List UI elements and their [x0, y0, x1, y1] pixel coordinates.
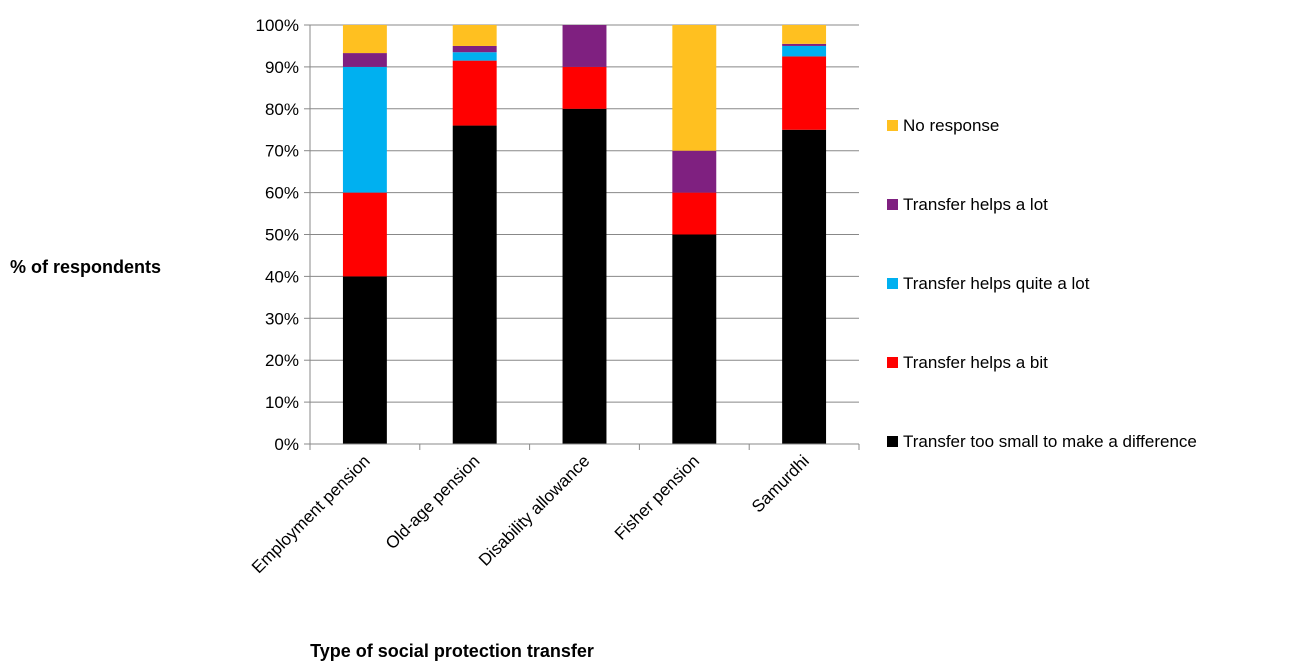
y-tick-label: 10% — [265, 393, 299, 412]
bar-segment — [782, 43, 827, 46]
bar-segment — [452, 45, 497, 53]
legend-swatch — [887, 120, 898, 131]
legend-label: Transfer helps quite a lot — [903, 274, 1090, 293]
y-axis-title: % of respondents — [10, 257, 161, 277]
legend-label: No response — [903, 116, 999, 135]
bar-segment — [562, 108, 607, 445]
legend-label: Transfer too small to make a difference — [903, 432, 1197, 451]
x-category-label: Fisher pension — [611, 451, 703, 543]
bar-segment — [342, 276, 387, 444]
bar-segment — [672, 192, 717, 235]
legend-swatch — [887, 357, 898, 368]
bar-segment — [452, 60, 497, 126]
y-tick-label: 60% — [265, 184, 299, 203]
x-category-label: Old-age pension — [382, 451, 484, 553]
bar-segment — [672, 150, 717, 193]
bar-segment — [562, 25, 607, 67]
bar-segment — [782, 45, 827, 57]
legend-label: Transfer helps a lot — [903, 195, 1048, 214]
bar-segment — [452, 125, 497, 444]
y-tick-label: 40% — [265, 267, 299, 286]
y-tick-label: 80% — [265, 100, 299, 119]
bar-segment — [342, 53, 387, 67]
bar-segment — [782, 129, 827, 444]
y-tick-label: 50% — [265, 226, 299, 245]
x-axis-title: Type of social protection transfer — [310, 641, 594, 661]
bar-segment — [672, 25, 717, 151]
axes: 0% 10% 20% 30% 40% 50% 60% 70% 80% 90% 100% Employm… — [248, 16, 860, 577]
bar-segment — [452, 52, 497, 61]
bar-segment — [452, 25, 497, 46]
y-tick-label: 20% — [265, 351, 299, 370]
bar-segment — [342, 66, 387, 193]
bar-segment — [782, 25, 827, 44]
bar-segment — [342, 192, 387, 277]
y-tick-label: 100% — [256, 16, 299, 35]
bar-segment — [342, 25, 387, 54]
y-tick-label: 70% — [265, 142, 299, 161]
x-category-label: Disability allowance — [475, 451, 593, 569]
bar-segment — [782, 56, 827, 130]
y-tick-label: 0% — [274, 435, 299, 454]
x-category-label: Samurdhi — [748, 451, 813, 516]
y-tick-label: 90% — [265, 58, 299, 77]
legend-swatch — [887, 278, 898, 289]
legend: No response Transfer helps a lot Transfer … — [887, 116, 1197, 451]
x-category-label: Employment pension — [248, 451, 374, 577]
y-tick-label: 30% — [265, 309, 299, 328]
bars — [342, 25, 827, 445]
legend-swatch — [887, 436, 898, 447]
bar-segment — [562, 66, 607, 109]
legend-swatch — [887, 199, 898, 210]
bar-segment — [672, 234, 717, 444]
legend-label: Transfer helps a bit — [903, 353, 1048, 372]
